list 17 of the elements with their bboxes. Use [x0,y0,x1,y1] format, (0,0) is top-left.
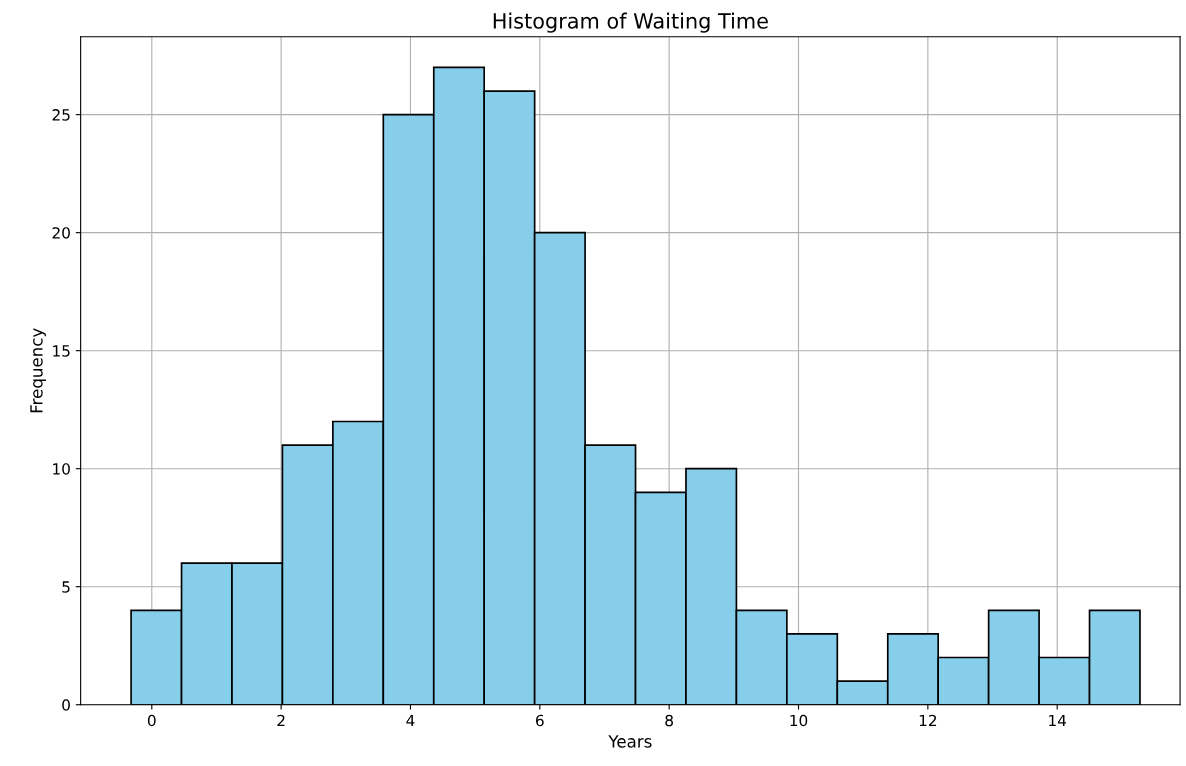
chart-title: Histogram of Waiting Time [493,12,768,33]
y-tick-label: 25 [52,109,70,121]
y-tick-label: 5 [62,581,70,593]
x-tick-label: 4 [406,714,415,727]
y-tick-label: 10 [53,463,70,475]
y-tick-label: 20 [52,227,70,239]
x-tick-label: 14 [1049,714,1067,727]
x-tick-label: 2 [277,714,285,727]
x-tick-label: 0 [147,714,156,727]
y-tick-label: 0 [62,699,70,711]
y-tick-label: 15 [53,345,70,357]
y-axis-title: Frequency [30,328,46,413]
x-tick-label: 12 [919,714,937,727]
x-axis-title: Years [608,735,652,748]
x-tick-label: 10 [790,714,808,727]
x-tick-label: 8 [665,714,673,727]
x-tick-label: 6 [536,714,544,727]
